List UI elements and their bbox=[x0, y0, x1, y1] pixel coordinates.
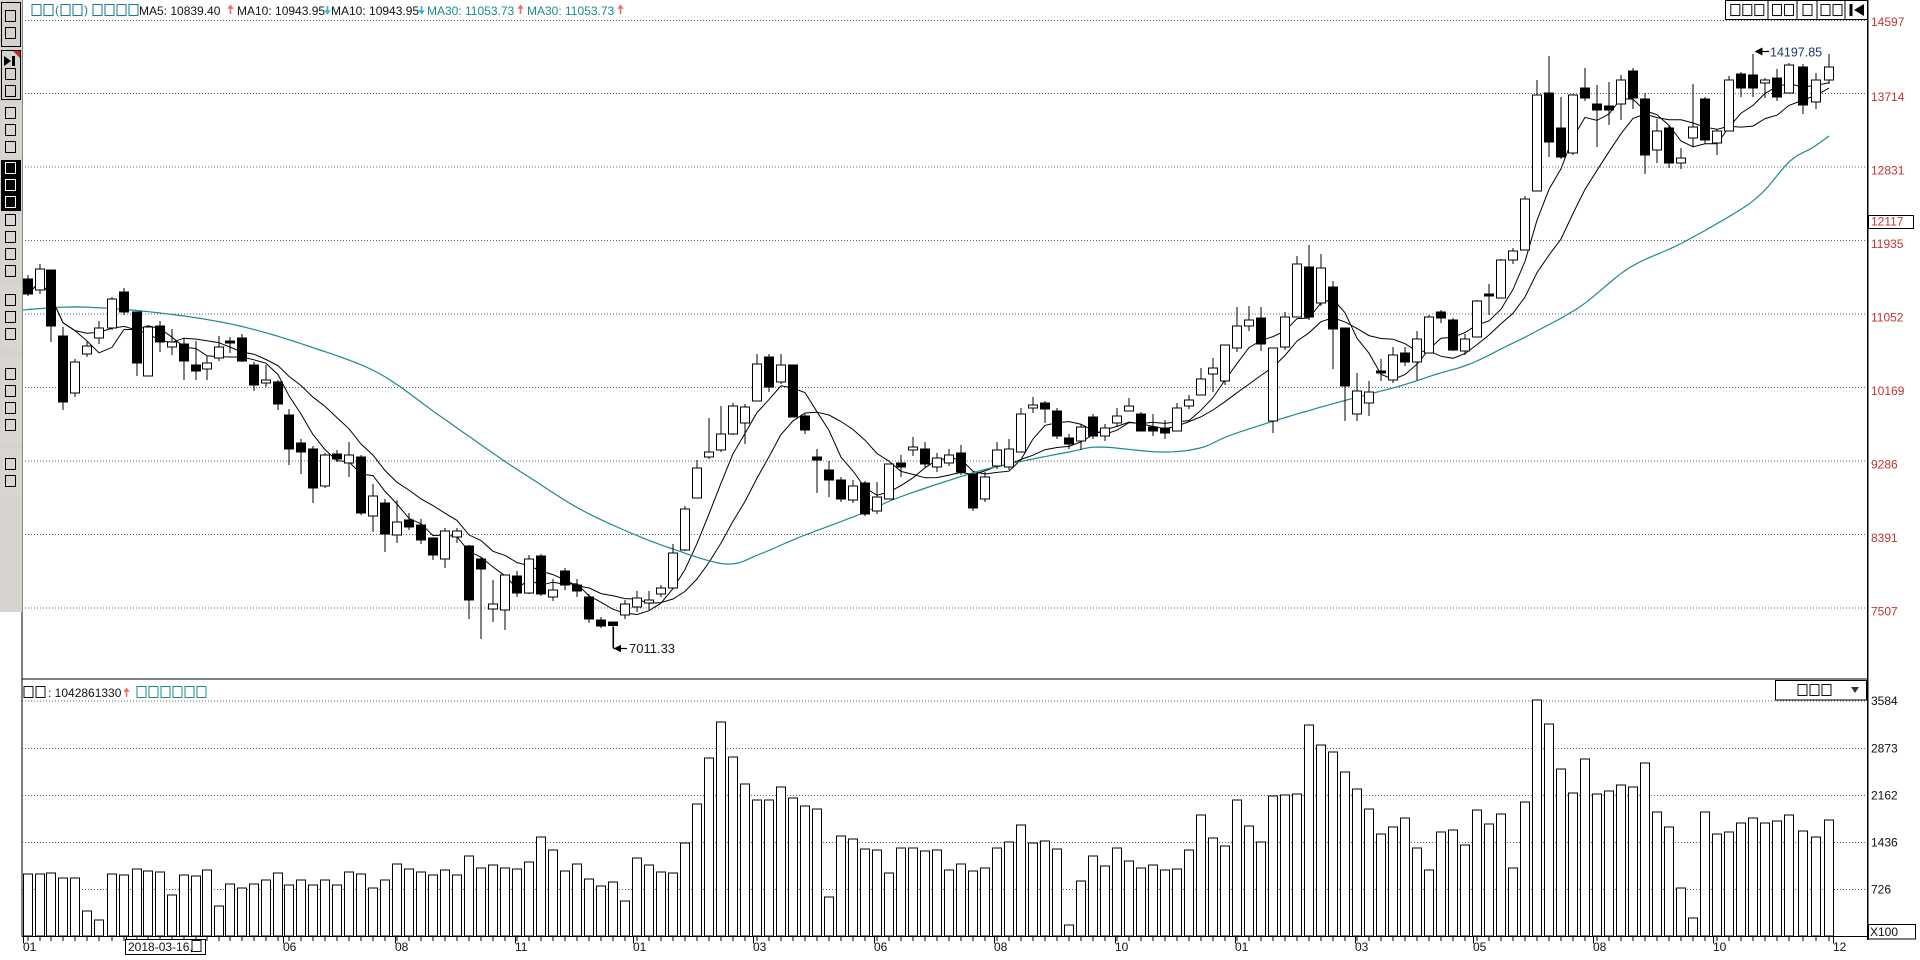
svg-text:05: 05 bbox=[1473, 940, 1487, 954]
svg-text:726: 726 bbox=[1871, 883, 1891, 897]
svg-text:8391: 8391 bbox=[1871, 531, 1898, 545]
svg-text:03: 03 bbox=[1355, 940, 1369, 954]
svg-text:: 1042861330: : 1042861330 bbox=[48, 686, 122, 700]
svg-text:MA10: 10943.95: MA10: 10943.95 bbox=[331, 4, 419, 18]
svg-text:X100: X100 bbox=[1870, 925, 1898, 939]
svg-text:14197.85: 14197.85 bbox=[1770, 46, 1822, 60]
svg-text:(: ( bbox=[55, 3, 59, 17]
svg-text:9286: 9286 bbox=[1871, 458, 1898, 472]
svg-text:01: 01 bbox=[23, 940, 37, 954]
svg-text:MA5: 10839.40: MA5: 10839.40 bbox=[139, 4, 221, 18]
svg-text:MA30: 11053.73: MA30: 11053.73 bbox=[427, 4, 515, 18]
svg-text:MA10: 10943.95: MA10: 10943.95 bbox=[237, 4, 325, 18]
svg-text:11935: 11935 bbox=[1871, 237, 1904, 251]
svg-text:08: 08 bbox=[1593, 940, 1607, 954]
svg-text:13714: 13714 bbox=[1871, 90, 1905, 104]
svg-text:03: 03 bbox=[753, 940, 767, 954]
svg-text:12: 12 bbox=[1833, 940, 1847, 954]
svg-text:3584: 3584 bbox=[1871, 694, 1898, 708]
svg-text:01: 01 bbox=[633, 940, 647, 954]
svg-text:11052: 11052 bbox=[1871, 311, 1904, 325]
svg-text:1436: 1436 bbox=[1871, 836, 1898, 850]
svg-text:2162: 2162 bbox=[1871, 789, 1898, 803]
svg-text:10: 10 bbox=[1115, 940, 1129, 954]
svg-text:01: 01 bbox=[1235, 940, 1249, 954]
svg-text:14597: 14597 bbox=[1871, 15, 1905, 29]
svg-text:12831: 12831 bbox=[1871, 164, 1905, 178]
svg-text:2873: 2873 bbox=[1871, 742, 1898, 756]
svg-text:MA30: 11053.73: MA30: 11053.73 bbox=[527, 4, 615, 18]
svg-text:06: 06 bbox=[874, 940, 888, 954]
svg-text:7011.33: 7011.33 bbox=[629, 641, 675, 656]
svg-text:12117: 12117 bbox=[1871, 215, 1904, 229]
svg-text:10169: 10169 bbox=[1871, 384, 1905, 398]
svg-text:11: 11 bbox=[515, 940, 528, 954]
svg-text:06: 06 bbox=[283, 940, 297, 954]
svg-text:08: 08 bbox=[994, 940, 1008, 954]
svg-text:10: 10 bbox=[1713, 940, 1727, 954]
svg-text:): ) bbox=[84, 3, 88, 17]
svg-text:7507: 7507 bbox=[1871, 605, 1898, 619]
svg-text:08: 08 bbox=[395, 940, 409, 954]
svg-text:2018-03-16,: 2018-03-16, bbox=[128, 940, 193, 954]
